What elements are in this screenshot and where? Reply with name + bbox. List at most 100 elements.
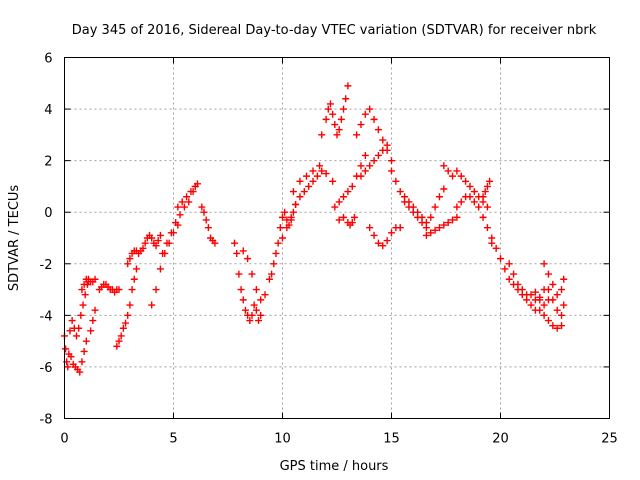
data-point — [300, 188, 308, 196]
data-point — [252, 286, 260, 294]
data-point — [331, 121, 339, 129]
data-point — [488, 239, 496, 247]
data-point — [357, 162, 365, 170]
data-point — [449, 172, 457, 180]
data-point — [353, 131, 361, 139]
data-point — [281, 208, 289, 216]
x-tick-label: 10 — [274, 432, 291, 447]
y-tick-label: 4 — [44, 103, 52, 118]
data-point — [289, 208, 297, 216]
data-point — [313, 172, 321, 180]
data-point — [344, 188, 352, 196]
data-point — [126, 255, 134, 263]
data-point — [427, 213, 435, 221]
data-point — [122, 319, 130, 327]
data-point — [553, 291, 561, 299]
data-point — [544, 286, 552, 294]
data-point — [318, 167, 326, 175]
x-tick-label: 5 — [169, 432, 177, 447]
data-point — [560, 301, 568, 309]
data-point — [486, 177, 494, 185]
data-point — [132, 265, 140, 273]
data-point — [239, 296, 247, 304]
data-point — [124, 260, 132, 268]
data-point — [235, 270, 243, 278]
data-point — [350, 213, 358, 221]
data-point — [392, 177, 400, 185]
data-point — [540, 311, 548, 319]
data-point — [374, 151, 382, 159]
data-point — [329, 110, 337, 118]
data-point — [152, 286, 160, 294]
data-point — [483, 224, 491, 232]
data-point — [481, 188, 489, 196]
data-point — [340, 213, 348, 221]
y-tick-label: -6 — [40, 361, 53, 376]
data-point — [115, 286, 123, 294]
data-point — [211, 239, 219, 247]
data-point — [431, 226, 439, 234]
plot-frame — [64, 57, 610, 419]
y-tick-label: 0 — [44, 206, 52, 221]
data-point — [453, 167, 461, 175]
data-point — [324, 105, 332, 113]
data-point — [76, 368, 84, 376]
data-point — [558, 322, 566, 330]
data-point — [335, 216, 343, 224]
data-point — [64, 363, 72, 371]
data-point — [244, 255, 252, 263]
data-point — [348, 182, 356, 190]
data-point — [176, 211, 184, 219]
y-tick-label: 6 — [44, 52, 52, 67]
data-point — [246, 317, 254, 325]
data-point — [239, 247, 247, 255]
data-series-nbrk — [61, 82, 568, 376]
data-point — [257, 296, 265, 304]
data-point — [366, 224, 374, 232]
data-point — [322, 115, 330, 123]
data-point — [366, 105, 374, 113]
data-point — [309, 177, 317, 185]
data-point — [396, 188, 404, 196]
data-point — [276, 224, 284, 232]
data-point — [279, 234, 286, 242]
data-point — [279, 213, 286, 221]
data-point — [128, 286, 136, 294]
data-point — [305, 182, 313, 190]
data-point — [483, 203, 491, 211]
data-point — [163, 239, 171, 247]
data-point — [87, 327, 95, 335]
data-point — [357, 121, 365, 129]
data-point — [316, 162, 324, 170]
data-point — [444, 167, 452, 175]
data-point — [250, 301, 258, 309]
data-point — [549, 322, 557, 330]
data-point — [62, 345, 70, 353]
data-point — [252, 306, 260, 314]
x-axis-label: GPS time / hours — [280, 459, 389, 474]
data-point — [501, 265, 509, 273]
data-point — [77, 311, 85, 319]
data-point — [536, 293, 544, 301]
data-point — [348, 219, 356, 227]
data-point — [401, 193, 409, 201]
data-point — [115, 337, 123, 345]
data-point — [185, 198, 193, 206]
data-point — [370, 157, 378, 165]
data-point — [91, 306, 99, 314]
data-point — [470, 198, 478, 206]
data-point — [241, 306, 249, 314]
data-point — [335, 198, 343, 206]
data-point — [119, 324, 127, 332]
data-point — [418, 213, 426, 221]
data-point — [342, 95, 350, 103]
data-point — [126, 301, 134, 309]
data-point — [518, 286, 526, 294]
data-point — [80, 347, 88, 355]
data-point — [440, 221, 448, 229]
data-point — [148, 301, 156, 309]
data-point — [180, 203, 188, 211]
data-point — [383, 141, 391, 149]
data-point — [154, 237, 162, 245]
data-point — [204, 224, 212, 232]
